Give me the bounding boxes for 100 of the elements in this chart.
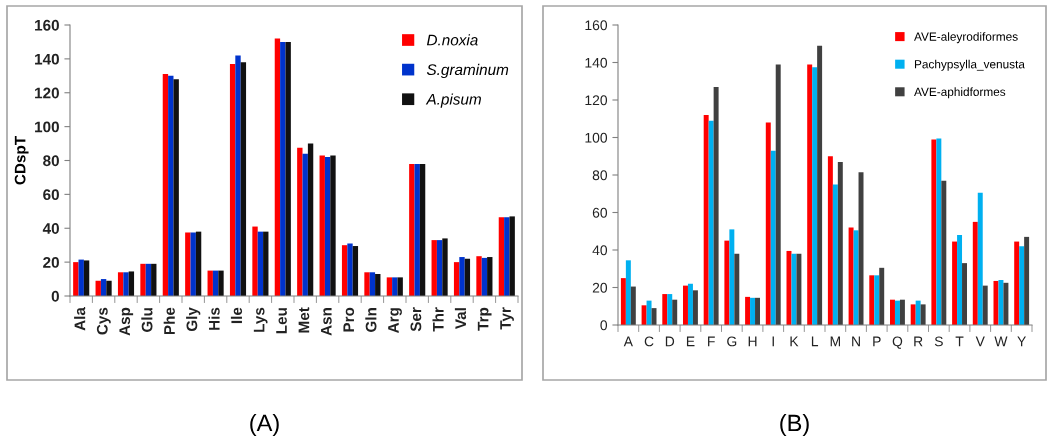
bar [651, 308, 657, 325]
bar [162, 74, 169, 296]
y-tick-label: 160 [585, 20, 608, 31]
bar [625, 260, 631, 325]
x-tick-label: Gln [365, 308, 377, 332]
x-tick-label: K [790, 336, 799, 347]
bar [977, 192, 983, 325]
bar [168, 75, 174, 296]
bar [750, 297, 756, 325]
x-tick-label: Ser [410, 307, 422, 332]
bar [683, 285, 688, 325]
x-tick-label: Met [298, 307, 310, 333]
legend-label: AVE-aleyrodiformes [914, 32, 1018, 44]
bar [620, 278, 626, 325]
y-tick-label: 60 [43, 189, 59, 201]
bar [504, 217, 510, 296]
bar [1014, 241, 1020, 325]
bar [235, 55, 241, 296]
bar [185, 232, 191, 296]
x-tick-label: Q [892, 336, 903, 349]
bar [1024, 236, 1030, 325]
bar [464, 258, 471, 296]
x-tick-label: I [772, 336, 774, 347]
bar [832, 184, 838, 325]
bar [837, 161, 843, 325]
bar [498, 217, 505, 296]
x-tick-label: P [873, 336, 881, 347]
bar [703, 115, 709, 325]
y-tick-label: 20 [43, 256, 59, 268]
x-tick-label: Arg [388, 308, 402, 334]
bar [392, 277, 398, 296]
bar [341, 245, 348, 296]
bar [397, 277, 403, 296]
x-tick-label: H [748, 336, 757, 347]
bar [941, 180, 947, 325]
bar [436, 240, 443, 296]
bar [879, 267, 885, 325]
bar [140, 263, 146, 296]
bar [853, 230, 859, 325]
legend-label: Pachypsylla_venusta [914, 59, 1025, 71]
bar [274, 38, 281, 296]
bar [890, 299, 895, 325]
bar [442, 238, 448, 296]
bar [796, 253, 802, 325]
bar [791, 253, 797, 325]
x-tick-label: V [975, 336, 985, 347]
bar [827, 156, 833, 325]
bar [459, 257, 465, 296]
bar [128, 271, 135, 296]
x-tick-label: M [830, 336, 840, 347]
bar [319, 155, 325, 296]
bar [662, 294, 668, 325]
legend-label: AVE-aphidformes [914, 87, 1006, 99]
bar [431, 240, 437, 296]
x-tick-label: Pro [343, 307, 355, 332]
bar [775, 64, 781, 325]
bar [817, 45, 823, 325]
text: (A) [250, 413, 279, 436]
y-tick-label: 100 [585, 132, 608, 143]
bar [414, 163, 420, 296]
bar [858, 172, 864, 325]
bar [765, 122, 771, 325]
x-tick-label: Glu [141, 308, 153, 332]
y-tick-label: 0 [600, 320, 608, 331]
bar [734, 253, 740, 325]
x-tick-label: R [914, 336, 923, 347]
bar [729, 229, 735, 325]
bar [807, 64, 813, 325]
bar [240, 62, 247, 296]
bar [641, 305, 647, 325]
x-tick-label: A [623, 336, 633, 347]
text: (B) [780, 413, 809, 436]
bar [646, 300, 652, 325]
bar [910, 304, 916, 325]
bar [812, 67, 818, 325]
bar [993, 280, 999, 325]
x-tick-label: Gly [186, 307, 201, 332]
x-tick-label: Ala [74, 307, 86, 331]
bar [874, 275, 880, 325]
bar [915, 300, 921, 325]
bar [869, 275, 875, 325]
bar [263, 231, 269, 296]
bar [899, 299, 905, 325]
bar [487, 257, 493, 296]
y-tick-label: 0 [51, 290, 59, 302]
x-tick-label: Ile [230, 307, 243, 324]
bar [409, 163, 415, 296]
x-tick-label: Asn [321, 308, 332, 336]
bar [280, 41, 286, 296]
bar [386, 277, 393, 296]
x-tick-label: Cys [96, 307, 111, 335]
bar [195, 231, 202, 296]
x-tick-label: His [208, 307, 220, 330]
bar [962, 263, 967, 325]
bar [123, 272, 129, 296]
bar [476, 256, 482, 296]
x-tick-label: Lys [253, 307, 268, 332]
bar [285, 41, 291, 296]
bar [347, 243, 353, 296]
x-tick-label: Asp [119, 307, 134, 336]
